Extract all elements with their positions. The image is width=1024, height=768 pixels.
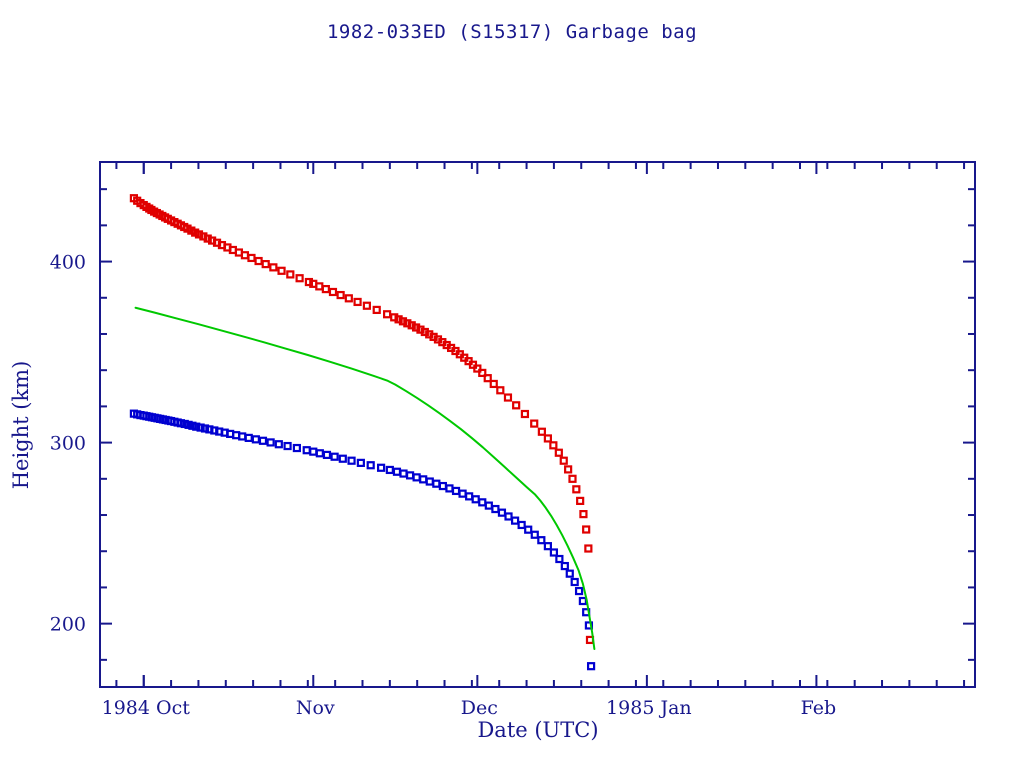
data-point-marker bbox=[537, 427, 546, 436]
data-point-marker bbox=[520, 409, 530, 419]
data-point-marker bbox=[543, 434, 552, 443]
data-point-marker bbox=[579, 510, 588, 519]
data-point-marker bbox=[473, 364, 482, 373]
data-point-marker bbox=[247, 253, 256, 263]
data-point-marker bbox=[254, 256, 263, 266]
data-point-marker bbox=[568, 474, 577, 483]
y-tick-label: 300 bbox=[50, 433, 86, 455]
data-point-marker bbox=[564, 465, 573, 474]
data-point-marker bbox=[266, 438, 275, 447]
data-point-marker bbox=[304, 277, 314, 287]
series-line-path bbox=[134, 306, 596, 650]
data-point-marker bbox=[362, 301, 371, 310]
data-point-marker bbox=[274, 440, 283, 449]
data-point-marker bbox=[200, 424, 210, 433]
y-tick-labels: 200 300 400 bbox=[50, 252, 86, 636]
plot-frame-rect bbox=[99, 161, 976, 688]
x-tick-labels: 1984 Oct Nov Dec 1985 Jan Feb bbox=[102, 697, 837, 719]
x-tick-label: 1984 Oct bbox=[102, 697, 191, 719]
data-point-marker bbox=[372, 305, 381, 315]
data-point-marker bbox=[277, 266, 286, 275]
data-point-marker bbox=[560, 561, 569, 571]
data-point-marker bbox=[554, 448, 563, 457]
data-point-marker bbox=[315, 449, 324, 458]
data-point-marker bbox=[322, 450, 332, 460]
data-point-marker bbox=[565, 569, 574, 578]
y-axis-title: Height (km) bbox=[9, 361, 33, 490]
data-point-marker bbox=[510, 516, 520, 525]
data-point-marker bbox=[517, 520, 526, 530]
data-point-marker bbox=[347, 456, 356, 465]
data-point-marker bbox=[478, 368, 487, 378]
data-point-marker bbox=[559, 456, 568, 465]
series-2 bbox=[134, 306, 596, 650]
data-point-marker bbox=[366, 461, 375, 470]
x-axis-title: Date (UTC) bbox=[477, 718, 598, 742]
data-point-marker bbox=[530, 419, 539, 428]
data-point-marker bbox=[582, 525, 591, 534]
data-point-marker bbox=[330, 452, 339, 461]
y-tick-label: 400 bbox=[50, 252, 86, 274]
data-series-group bbox=[129, 194, 596, 671]
data-point-marker bbox=[549, 441, 558, 450]
data-point-marker bbox=[586, 662, 596, 671]
data-point-marker bbox=[383, 310, 392, 319]
x-tick-label: 1985 Jan bbox=[606, 697, 692, 719]
data-point-marker bbox=[295, 274, 304, 283]
data-point-marker bbox=[286, 270, 295, 279]
data-point-marker bbox=[261, 260, 270, 269]
data-point-marker bbox=[576, 496, 585, 505]
data-point-marker bbox=[537, 536, 546, 545]
data-point-marker bbox=[504, 512, 513, 521]
data-point-marker bbox=[489, 379, 498, 389]
data-point-marker bbox=[258, 436, 268, 445]
data-point-marker bbox=[269, 263, 278, 272]
data-point-marker bbox=[512, 401, 521, 410]
series-1 bbox=[129, 409, 596, 671]
data-point-marker bbox=[328, 287, 338, 297]
y-tick-label: 200 bbox=[50, 614, 86, 636]
data-point-marker bbox=[524, 525, 533, 534]
data-point-marker bbox=[543, 542, 552, 551]
data-point-marker bbox=[385, 465, 394, 475]
data-point-marker bbox=[503, 393, 513, 402]
data-point-marker bbox=[549, 548, 559, 557]
chart-title: 1982-033ED (S15317) Garbage bag bbox=[327, 21, 697, 43]
data-point-marker bbox=[530, 530, 539, 539]
axis-ticks bbox=[100, 162, 975, 687]
data-point-marker bbox=[196, 423, 205, 432]
data-point-marker bbox=[321, 284, 330, 294]
data-point-marker bbox=[570, 577, 579, 587]
data-point-marker bbox=[283, 441, 292, 451]
data-point-marker bbox=[292, 443, 301, 453]
data-point-marker bbox=[336, 290, 345, 300]
data-point-marker bbox=[496, 386, 505, 395]
data-point-marker bbox=[244, 433, 253, 442]
data-point-marker bbox=[572, 485, 581, 494]
data-point-marker bbox=[584, 544, 593, 553]
data-point-marker bbox=[344, 294, 353, 303]
series-0 bbox=[129, 194, 595, 645]
data-point-marker bbox=[251, 435, 260, 444]
data-point-marker bbox=[555, 554, 564, 564]
plot-frame bbox=[99, 161, 976, 688]
data-point-marker bbox=[376, 463, 386, 472]
data-point-marker bbox=[192, 422, 201, 431]
data-point-marker bbox=[574, 586, 584, 596]
data-point-marker bbox=[338, 454, 347, 463]
data-point-marker bbox=[353, 297, 362, 307]
data-point-marker bbox=[356, 458, 365, 467]
x-tick-label: Dec bbox=[461, 697, 498, 719]
x-tick-label: Nov bbox=[296, 697, 335, 719]
data-point-marker bbox=[483, 374, 492, 383]
x-tick-label: Feb bbox=[801, 697, 837, 719]
